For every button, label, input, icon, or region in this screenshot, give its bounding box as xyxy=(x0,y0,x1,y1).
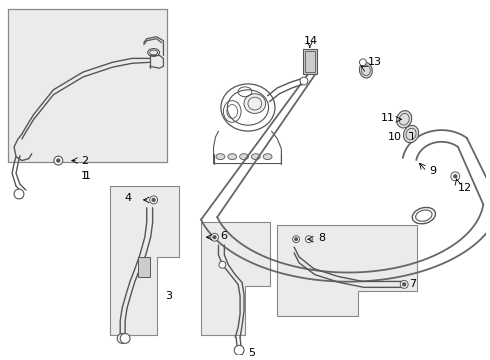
Circle shape xyxy=(295,238,297,240)
Polygon shape xyxy=(201,222,270,336)
Circle shape xyxy=(152,198,155,201)
Text: 10: 10 xyxy=(388,132,401,142)
Text: 1: 1 xyxy=(84,171,91,181)
Ellipse shape xyxy=(403,125,418,143)
Bar xyxy=(305,50,315,72)
Text: 5: 5 xyxy=(248,348,255,358)
Ellipse shape xyxy=(360,62,372,78)
Bar xyxy=(303,49,317,74)
Text: 9: 9 xyxy=(430,166,437,176)
Circle shape xyxy=(403,283,406,286)
Ellipse shape xyxy=(263,154,272,159)
Circle shape xyxy=(293,236,299,243)
Circle shape xyxy=(57,159,60,162)
Text: 8: 8 xyxy=(318,233,326,243)
Text: 11: 11 xyxy=(381,113,394,123)
Polygon shape xyxy=(277,225,417,316)
Ellipse shape xyxy=(228,154,237,159)
Circle shape xyxy=(300,77,308,85)
Circle shape xyxy=(400,280,408,288)
Ellipse shape xyxy=(396,111,412,128)
Text: 7: 7 xyxy=(409,279,416,289)
Circle shape xyxy=(149,196,158,204)
Bar xyxy=(8,9,168,162)
Circle shape xyxy=(211,233,219,241)
Text: 13: 13 xyxy=(368,57,382,67)
Text: 3: 3 xyxy=(166,291,172,301)
Circle shape xyxy=(305,236,312,243)
Text: 14: 14 xyxy=(304,36,318,46)
Circle shape xyxy=(117,333,127,343)
Circle shape xyxy=(213,236,216,239)
Circle shape xyxy=(234,345,244,355)
Ellipse shape xyxy=(240,154,248,159)
Ellipse shape xyxy=(216,154,225,159)
Circle shape xyxy=(360,59,367,66)
Text: 1: 1 xyxy=(81,171,88,181)
Ellipse shape xyxy=(244,94,266,113)
Bar xyxy=(138,257,149,276)
Circle shape xyxy=(454,175,457,178)
Text: 12: 12 xyxy=(458,183,472,193)
Text: 6: 6 xyxy=(220,231,227,241)
Text: 2: 2 xyxy=(81,156,88,166)
Text: 4: 4 xyxy=(124,193,131,203)
Circle shape xyxy=(120,333,130,343)
Circle shape xyxy=(219,261,226,268)
Polygon shape xyxy=(110,186,179,336)
Ellipse shape xyxy=(251,154,260,159)
Circle shape xyxy=(451,172,460,181)
Circle shape xyxy=(14,189,24,199)
Circle shape xyxy=(54,156,63,165)
